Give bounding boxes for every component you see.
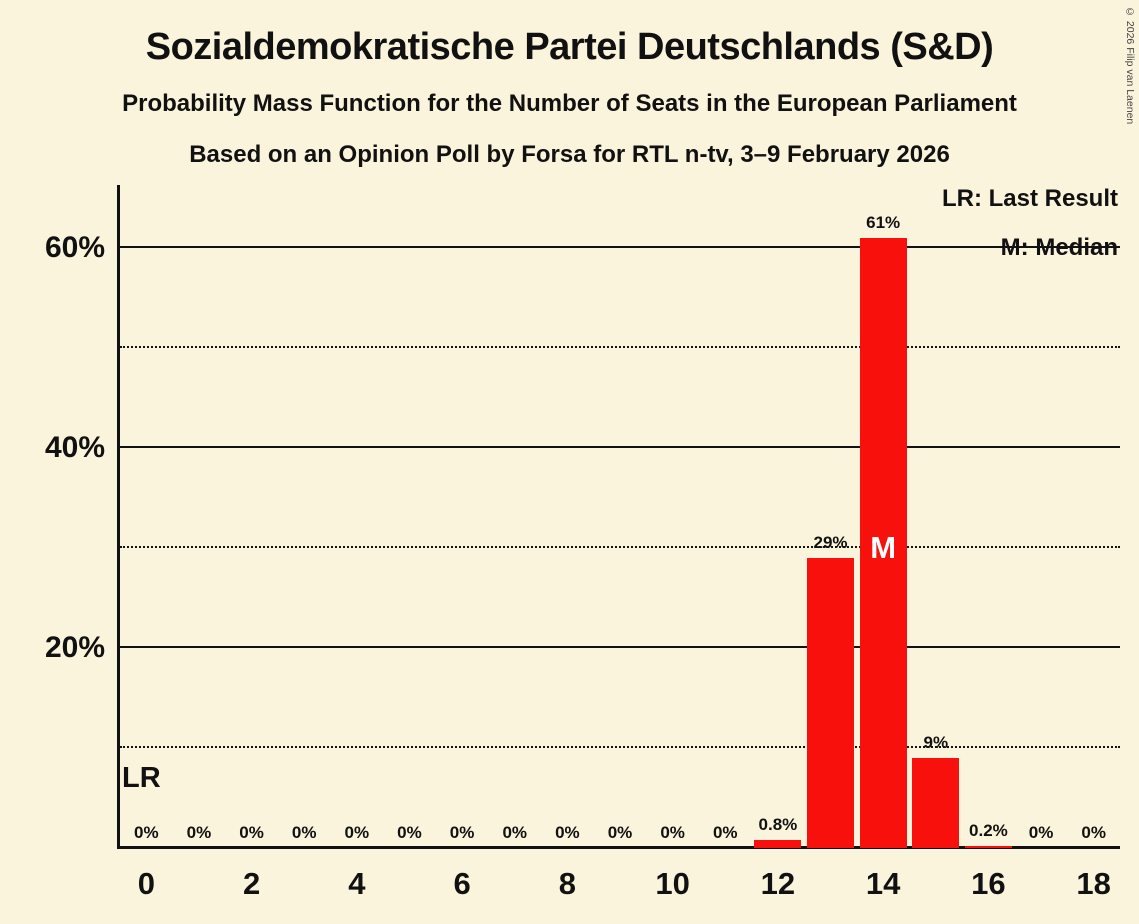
bar-value-label-seat-7: 0%	[502, 823, 528, 842]
x-tick-seats-18: 18	[1076, 866, 1111, 901]
x-tick-seats-4: 4	[348, 866, 366, 901]
x-axis-tick-labels: 0 2 4 6 8 10 12 14 16 18	[0, 866, 1139, 906]
bar-value-label-seat-6: 0%	[449, 823, 475, 842]
chart-subtitle: Probability Mass Function for the Number…	[122, 90, 1017, 117]
y-tick-40pct: 40%	[44, 431, 105, 464]
y-axis-tick-labels: 20% 40% 60%	[0, 0, 120, 924]
gridline-40pct	[120, 446, 1120, 448]
gridline-30pct	[120, 546, 1120, 548]
bar-value-label-seat-9: 0%	[607, 823, 633, 842]
chart-source-line: Based on an Opinion Poll by Forsa for RT…	[189, 141, 950, 168]
x-tick-seats-10: 10	[655, 866, 690, 901]
bar-value-label-seat-8: 0%	[555, 823, 580, 842]
page-title: Sozialdemokratische Partei Deutschlands …	[145, 26, 994, 68]
bar-value-label-seat-18: 0%	[1081, 823, 1106, 842]
bar-seat-15	[912, 758, 960, 848]
bar-value-label-seat-5: 0%	[397, 823, 422, 842]
y-tick-60pct: 60%	[44, 231, 105, 264]
bar-value-label-seat-2: 0%	[239, 823, 264, 842]
bar-value-label-seat-16: 0.2%	[969, 821, 1008, 840]
bar-value-label-seat-17: 0%	[1028, 823, 1054, 842]
bar-value-label-seat-11: 0%	[712, 823, 738, 842]
x-tick-seats-8: 8	[558, 866, 576, 901]
bar-value-label-seat-14: 61%	[866, 213, 901, 232]
gridline-20pct	[120, 646, 1120, 648]
bar-seat-16	[964, 846, 1012, 848]
bar-seat-13	[807, 558, 855, 848]
bar-value-label-seat-15: 9%	[923, 733, 949, 752]
legend-last-result: LR: Last Result	[941, 185, 1118, 212]
y-tick-20pct: 20%	[44, 631, 105, 664]
legend-median: M: Median	[1000, 234, 1118, 261]
gridline-10pct	[120, 746, 1120, 748]
bar-value-label-seat-1: 0%	[186, 823, 212, 842]
x-tick-seats-16: 16	[971, 866, 1006, 901]
x-axis-line	[117, 846, 1120, 849]
gridline-50pct	[120, 346, 1120, 348]
gridline-60pct	[120, 246, 1120, 248]
median-marker: M	[870, 530, 897, 565]
copyright-notice: © 2026 Filip van Laenen	[1124, 6, 1136, 125]
x-tick-seats-14: 14	[865, 866, 901, 901]
bar-value-label-seat-10: 0%	[660, 823, 685, 842]
x-tick-seats-12: 12	[760, 866, 796, 901]
y-axis-line	[117, 185, 120, 849]
bar-value-label-seat-4: 0%	[344, 823, 370, 842]
x-tick-seats-6: 6	[453, 866, 471, 901]
x-tick-seats-2: 2	[242, 866, 261, 901]
bar-value-label-seat-0: 0%	[134, 823, 159, 842]
bar-seat-14	[859, 238, 907, 848]
x-tick-seats-0: 0	[137, 866, 155, 901]
bar-value-label-seat-3: 0%	[291, 823, 317, 842]
last-result-marker: LR	[122, 762, 161, 794]
bar-seat-12	[754, 840, 802, 848]
plot-area: LR: Last Result M: Median LR 0% 0% 0% 0% 0% 0…	[120, 185, 1120, 848]
bar-value-label-seat-13: 29%	[813, 533, 848, 552]
bar-value-label-seat-12: 0.8%	[758, 815, 798, 834]
